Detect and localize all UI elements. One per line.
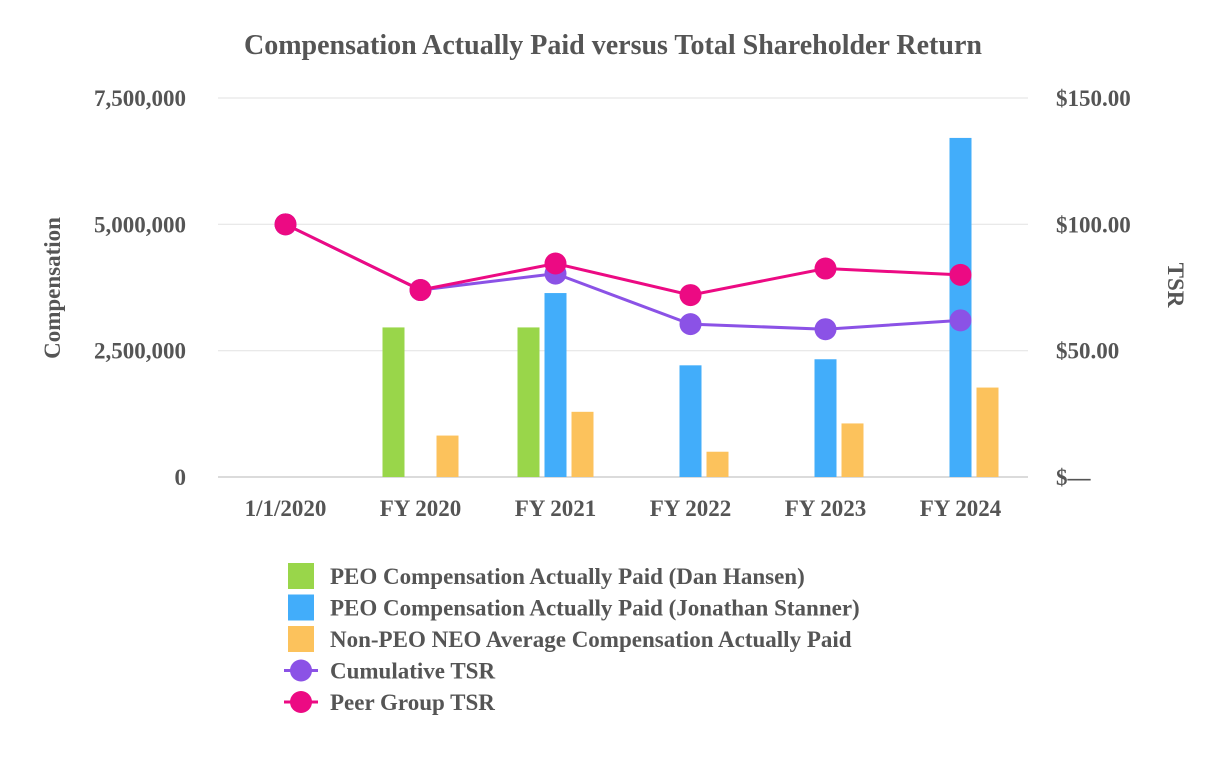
x-axis-ticks: 1/1/2020 FY 2020 FY 2021 FY 2022 FY 2023 FY 2… (245, 496, 1002, 521)
legend-label: Non-PEO NEO Average Compensation Actuall… (330, 627, 852, 652)
series-line (284, 222, 961, 297)
legend-swatch (288, 594, 314, 621)
left-tick-label: 0 (175, 465, 187, 490)
data-point (544, 252, 567, 275)
lines (274, 213, 972, 341)
bars (382, 137, 999, 477)
grid (218, 97, 1028, 478)
data-point (274, 213, 297, 236)
data-point (814, 257, 837, 280)
x-tick-label: 1/1/2020 (245, 496, 327, 521)
legend-swatch (288, 626, 314, 652)
series-line (284, 222, 961, 331)
x-tick-label: FY 2021 (515, 496, 597, 521)
left-tick-label: 2,500,000 (94, 339, 186, 364)
left-axis-label: Compensation (40, 217, 65, 359)
right-axis-label: TSR (1163, 263, 1188, 308)
legend: PEO Compensation Actually Paid (Dan Hans… (284, 563, 860, 715)
bar (436, 435, 459, 477)
legend-label: Cumulative TSR (330, 659, 495, 684)
legend-label: PEO Compensation Actually Paid (Jonathan… (330, 596, 860, 621)
right-tick-label: $150.00 (1056, 86, 1131, 111)
left-axis-ticks: 0 2,500,000 5,000,000 7,500,000 (94, 86, 186, 490)
legend-marker (290, 691, 312, 713)
data-point (679, 284, 702, 307)
chart-title: Compensation Actually Paid versus Total … (244, 30, 982, 61)
bar (544, 293, 567, 477)
right-tick-label: $— (1056, 465, 1092, 490)
bar (706, 451, 729, 477)
x-tick-label: FY 2024 (920, 496, 1002, 521)
left-tick-label: 5,000,000 (94, 212, 186, 237)
legend-label: PEO Compensation Actually Paid (Dan Hans… (330, 564, 805, 589)
data-point (679, 313, 702, 336)
bar (814, 359, 837, 477)
x-tick-label: FY 2020 (380, 496, 462, 521)
bar (679, 365, 702, 477)
legend-label: Peer Group TSR (330, 690, 495, 715)
right-tick-label: $50.00 (1056, 339, 1119, 364)
bar (949, 137, 972, 477)
bar (976, 387, 999, 477)
right-tick-label: $100.00 (1056, 212, 1131, 237)
x-tick-label: FY 2022 (650, 496, 732, 521)
data-point (409, 279, 432, 302)
bar (571, 411, 594, 477)
bar (382, 327, 405, 477)
data-point (949, 309, 972, 332)
data-point (814, 318, 837, 341)
left-tick-label: 7,500,000 (94, 86, 186, 111)
bar (841, 423, 864, 477)
legend-marker (290, 659, 312, 682)
right-axis-ticks: $— $50.00 $100.00 $150.00 (1056, 86, 1131, 490)
x-tick-label: FY 2023 (785, 496, 867, 521)
legend-swatch (288, 563, 314, 589)
bar (517, 327, 540, 477)
data-point (949, 263, 972, 286)
